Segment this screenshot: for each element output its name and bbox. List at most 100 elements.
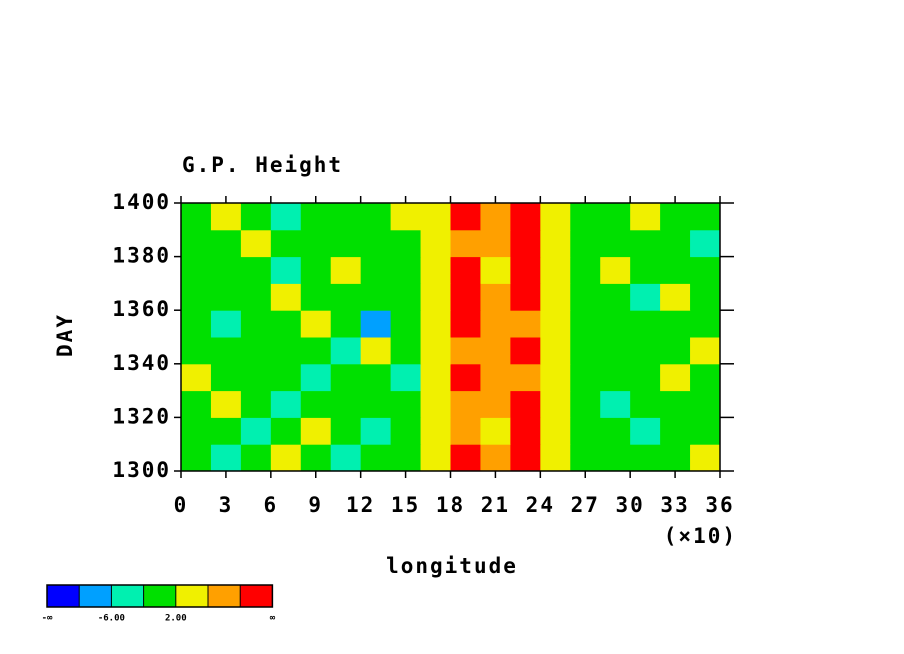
y-tick-label: 1400 xyxy=(112,190,171,214)
heat-cell xyxy=(570,256,601,284)
heat-cell xyxy=(660,203,691,231)
heat-cell xyxy=(300,229,332,258)
heat-cell xyxy=(300,363,332,392)
heat-cell xyxy=(510,363,541,392)
heat-cell xyxy=(420,417,451,445)
heat-cell xyxy=(540,390,571,418)
heat-cell xyxy=(660,444,691,472)
heat-cell xyxy=(181,363,212,392)
x-tick-label: 3 xyxy=(219,493,234,517)
heat-cell xyxy=(510,283,541,311)
x-tick-label: 0 xyxy=(174,493,189,517)
heat-cell xyxy=(450,229,481,258)
heat-cell xyxy=(660,256,691,284)
heat-cell xyxy=(210,363,242,392)
heat-cell xyxy=(330,310,362,338)
heat-cell xyxy=(330,417,362,445)
heat-cell xyxy=(450,310,481,338)
heat-cell xyxy=(450,203,481,231)
heat-cell xyxy=(420,363,451,392)
heat-cell xyxy=(480,390,511,418)
y-tick-label: 1340 xyxy=(112,351,171,375)
heat-cell xyxy=(270,283,302,311)
x-tick-label: 9 xyxy=(308,493,323,517)
heat-cell xyxy=(480,203,511,231)
heat-cell xyxy=(300,203,332,231)
heat-cell xyxy=(360,337,392,365)
heat-cell xyxy=(570,363,601,392)
heat-cell xyxy=(270,229,302,258)
heat-cell xyxy=(390,363,422,392)
heat-cell xyxy=(630,337,661,365)
heat-cell xyxy=(390,417,422,445)
colorbar-frame xyxy=(46,584,274,608)
heat-cell xyxy=(210,203,242,231)
heat-cell xyxy=(300,310,332,338)
y-axis-label: DAY xyxy=(53,313,77,357)
heat-cell xyxy=(270,390,302,418)
heat-cell xyxy=(270,363,302,392)
heat-cell xyxy=(360,390,392,418)
heat-cell xyxy=(270,256,302,284)
x-scale-note: (×10) xyxy=(664,524,737,548)
heat-cell xyxy=(570,229,601,258)
heat-cell xyxy=(510,444,541,472)
heat-cell xyxy=(390,283,422,311)
heat-cell xyxy=(270,310,302,338)
heat-cell xyxy=(660,229,691,258)
heat-cell xyxy=(360,363,392,392)
heat-cell xyxy=(480,363,511,392)
heat-cell xyxy=(240,337,272,365)
heat-cell xyxy=(270,444,302,472)
heat-cell xyxy=(630,310,661,338)
x-tick-label: 6 xyxy=(264,493,279,517)
heat-cell xyxy=(240,444,272,472)
heat-cell xyxy=(300,256,332,284)
heat-cell xyxy=(390,444,422,472)
heat-cell xyxy=(450,256,481,284)
heat-cell xyxy=(480,256,511,284)
heat-cell xyxy=(510,229,541,258)
y-tick-label: 1300 xyxy=(112,458,171,482)
colorbar-box xyxy=(175,585,208,607)
heat-cell xyxy=(510,417,541,445)
heat-cell xyxy=(600,229,631,258)
heat-cell xyxy=(570,283,601,311)
heat-cell xyxy=(570,203,601,231)
heat-cell xyxy=(690,337,721,365)
heat-cell xyxy=(330,444,362,472)
heat-cell xyxy=(181,417,212,445)
heat-cell xyxy=(360,229,392,258)
heat-cell xyxy=(540,229,571,258)
heat-cell xyxy=(510,203,541,231)
heat-cell xyxy=(600,444,631,472)
heat-cell xyxy=(660,283,691,311)
heat-cell xyxy=(300,283,332,311)
heat-cell xyxy=(210,337,242,365)
heat-cell xyxy=(300,417,332,445)
heat-cell xyxy=(360,417,392,445)
heat-cell xyxy=(360,256,392,284)
heat-cell xyxy=(630,203,661,231)
heat-cell xyxy=(330,390,362,418)
heat-cell xyxy=(360,444,392,472)
heat-cell xyxy=(690,283,721,311)
heat-cell xyxy=(480,444,511,472)
x-tick-label: 24 xyxy=(526,493,555,517)
heat-cell xyxy=(600,256,631,284)
heat-cell xyxy=(240,283,272,311)
heat-cell xyxy=(210,390,242,418)
heat-cell xyxy=(420,444,451,472)
heat-cell xyxy=(450,337,481,365)
colorbar-box xyxy=(79,585,112,607)
heat-cell xyxy=(630,390,661,418)
heat-cell xyxy=(600,337,631,365)
heat-cell xyxy=(181,229,212,258)
heat-cell xyxy=(540,337,571,365)
colorbar-label: -∞ xyxy=(42,614,53,624)
heat-cell xyxy=(480,337,511,365)
heat-cell xyxy=(630,444,661,472)
x-tick-label: 18 xyxy=(436,493,465,517)
heat-cell xyxy=(270,337,302,365)
